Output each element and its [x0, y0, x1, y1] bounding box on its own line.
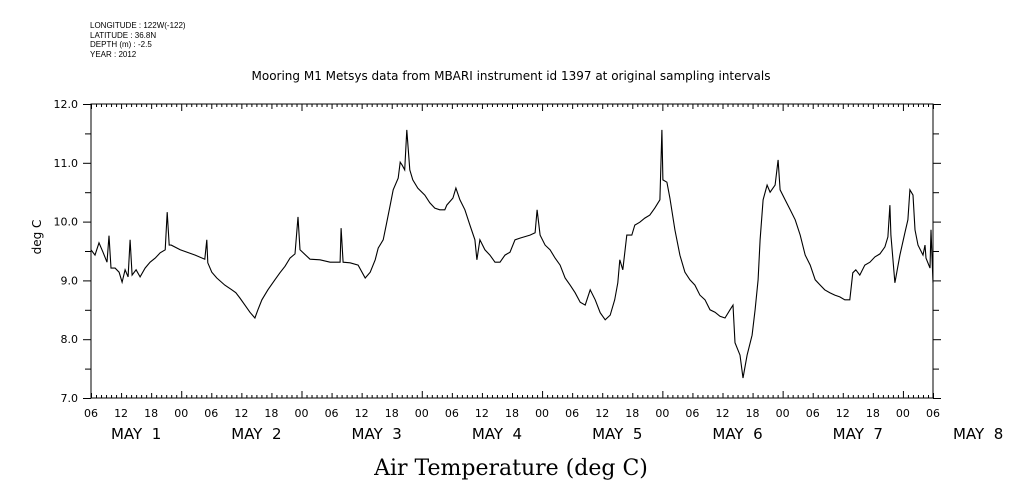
- x-tick-label: 18: [144, 407, 158, 420]
- day-label: MAY 8: [953, 425, 1003, 443]
- year-label: YEAR : 2012: [90, 49, 137, 59]
- x-tick-label: 06: [926, 407, 940, 420]
- x-tick-label: 06: [445, 407, 459, 420]
- x-tick-label: 18: [746, 407, 760, 420]
- x-tick-label: 12: [475, 407, 489, 420]
- axes-group: 06 12 18 00 06 12 18 00 06 12 18 00 06 12 18 00 06 12 18 00…: [54, 98, 1004, 443]
- chart-title: Mooring M1 Metsys data from MBARI instru…: [252, 69, 771, 83]
- x-tick-label: 18: [505, 407, 519, 420]
- y-axis-label: deg C: [30, 220, 44, 255]
- y-tick-label: 8.0: [61, 333, 79, 346]
- x-tick-label: 06: [806, 407, 820, 420]
- x-tick-label: 06: [204, 407, 218, 420]
- day-label: MAY 1: [111, 425, 161, 443]
- y-tick-label: 10.0: [54, 216, 79, 229]
- x-tick-label: 18: [866, 407, 880, 420]
- day-label: MAY 7: [833, 425, 883, 443]
- depth-label: DEPTH (m) : -2.5: [90, 40, 152, 49]
- x-tick-label: 00: [776, 407, 790, 420]
- x-tick-label: 18: [625, 407, 639, 420]
- y-tick-label: 9.0: [61, 274, 79, 287]
- day-label: MAY 4: [472, 425, 522, 443]
- x-tick-label: 06: [685, 407, 699, 420]
- x-tick-label: 12: [234, 407, 248, 420]
- y-tick-label: 7.0: [61, 392, 79, 405]
- x-tick-label: 06: [325, 407, 339, 420]
- latitude-label: LATITUDE : 36.8N: [90, 30, 157, 40]
- x-tick-label: 00: [896, 407, 910, 420]
- x-tick-label: 12: [355, 407, 369, 420]
- x-tick-label: 12: [716, 407, 730, 420]
- x-tick-label: 00: [655, 407, 669, 420]
- x-tick-label: 12: [595, 407, 609, 420]
- x-tick-label: 12: [114, 407, 128, 420]
- x-tick-label: 12: [836, 407, 850, 420]
- x-tick-label: 00: [295, 407, 309, 420]
- x-tick-label: 18: [264, 407, 278, 420]
- day-label: MAY 3: [352, 425, 402, 443]
- y-tick-label: 12.0: [54, 98, 79, 111]
- x-axis-title: Air Temperature (deg C): [373, 456, 648, 481]
- x-tick-label: 00: [415, 407, 429, 420]
- series-group: [90, 129, 934, 379]
- x-tick-label: 00: [174, 407, 188, 420]
- x-tick-label: 06: [565, 407, 579, 420]
- y-tick-label: 11.0: [54, 157, 79, 170]
- x-tick-label: 06: [84, 407, 98, 420]
- day-label: MAY 6: [712, 425, 762, 443]
- day-label: MAY 2: [231, 425, 281, 443]
- longitude-label: LONGITUDE : 122W(-122): [90, 21, 186, 30]
- series-line-air-temperature: [90, 129, 934, 379]
- metadata-block: LONGITUDE : 122W(-122) LATITUDE : 36.8N …: [90, 21, 186, 59]
- plot-frame: [90, 103, 934, 399]
- day-label: MAY 5: [592, 425, 642, 443]
- x-tick-label: 18: [385, 407, 399, 420]
- x-tick-label: 00: [535, 407, 549, 420]
